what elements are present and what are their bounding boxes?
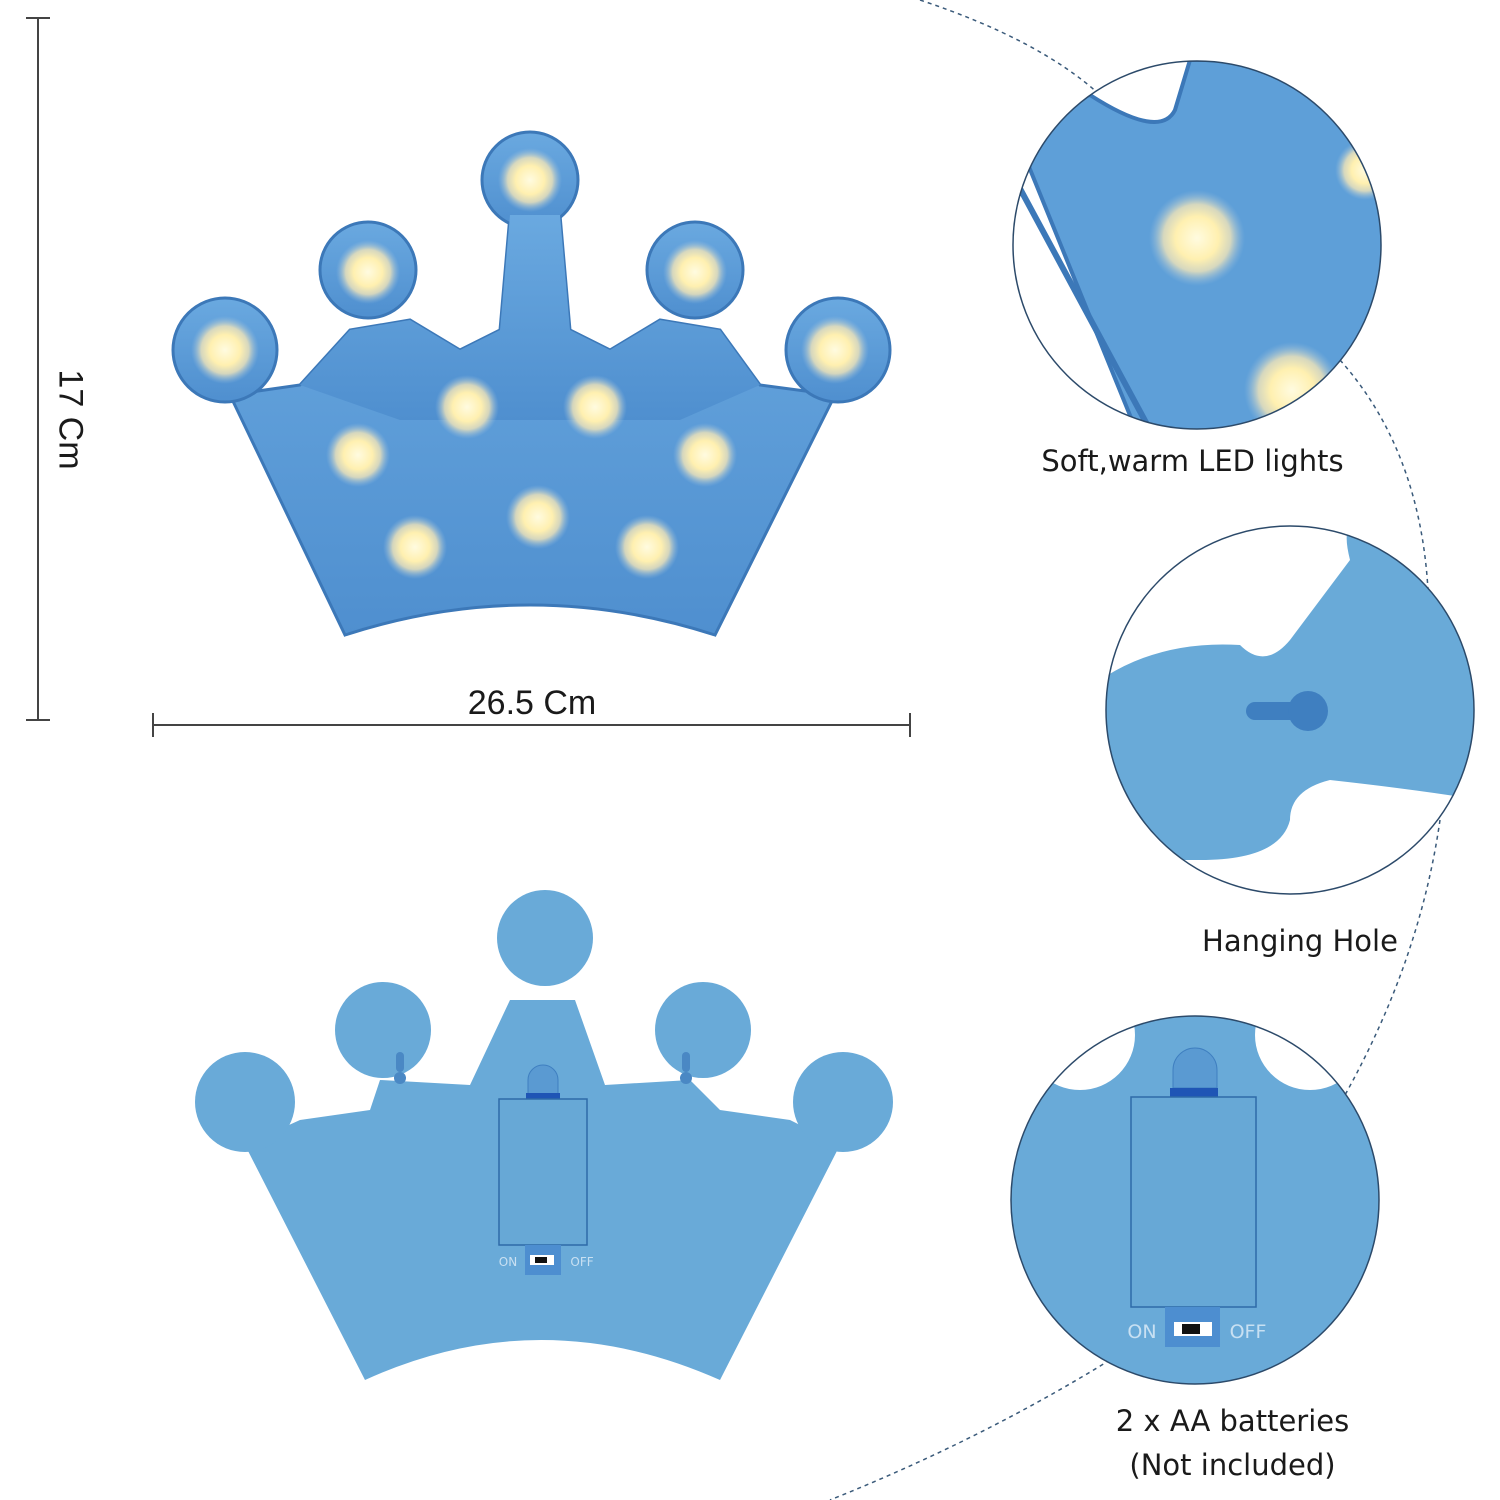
caption-led-lights: Soft,warm LED lights [1041,444,1344,478]
switch-on-label: ON [499,1255,517,1269]
width-dimension-line [152,713,911,737]
zoom-switch-on-label: ON [1127,1321,1156,1343]
switch-off-label: OFF [570,1255,593,1269]
led-lights [191,148,869,579]
width-label: 26.5 Cm [467,684,597,722]
zoom-hanging-hole-detail [1105,525,1475,895]
connector-lines [829,0,1441,1500]
hanging-hole-icon [394,1052,692,1084]
zoom-battery-detail: ON OFF [1010,1015,1380,1385]
zoom-switch-off-label: OFF [1230,1321,1267,1343]
caption-batteries: 2 x AA batteries [1115,1404,1350,1438]
height-label: 17 Cm [51,369,90,470]
caption-hanging-hole: Hanging Hole [1202,924,1398,958]
zoom-led-detail [1012,60,1382,430]
caption-batteries-note: (Not included) [1129,1448,1336,1482]
battery-compartment [498,1064,588,1275]
height-dimension-line [26,17,50,721]
